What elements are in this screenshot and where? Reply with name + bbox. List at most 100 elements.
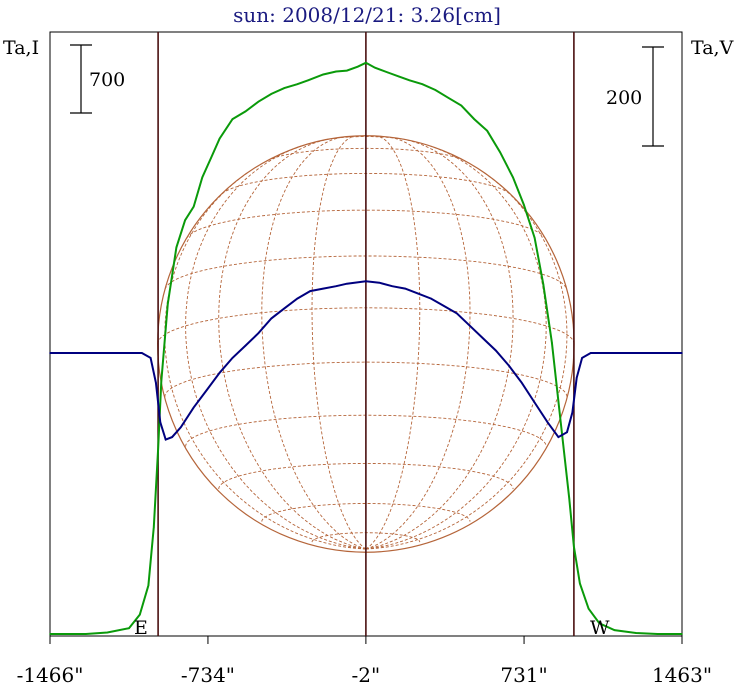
x-tick-label: -1466" (17, 663, 84, 686)
series-point (559, 419, 562, 422)
series-point (589, 352, 592, 354)
series-point (157, 448, 159, 451)
series-point (346, 282, 348, 285)
meridian-line (218, 138, 366, 550)
series-point (49, 633, 51, 635)
series-point (598, 622, 601, 625)
series-point (322, 73, 325, 76)
west-limb-label: W (590, 617, 610, 639)
meridian-line (365, 136, 471, 550)
series-point (387, 71, 389, 74)
series-point (141, 352, 143, 354)
series-point (575, 377, 578, 379)
series-point (469, 325, 471, 327)
left-axis-label: Ta,I (3, 37, 39, 59)
series-point (430, 297, 432, 300)
series-point (557, 436, 560, 438)
series-point (460, 104, 463, 107)
series-point (139, 613, 141, 616)
right-scale-bar: 200 (606, 46, 664, 147)
series-point (408, 79, 411, 82)
meridian-line (261, 136, 367, 550)
series-point (147, 584, 150, 587)
series-point (335, 285, 337, 288)
series-point (231, 118, 234, 120)
series-point (159, 421, 162, 424)
east-limb-label: E (134, 617, 148, 639)
series-point (635, 632, 637, 634)
chart-title: sun: 2008/12/21: 3.26[cm] (233, 3, 501, 27)
series-point (579, 582, 581, 585)
series-point (205, 389, 208, 391)
series-point (499, 151, 501, 153)
series-point (523, 203, 525, 206)
x-tick-label: -734" (181, 663, 235, 686)
series-point (307, 79, 309, 82)
series-point (656, 633, 659, 635)
series-point (551, 341, 553, 344)
series-point (309, 290, 312, 292)
right-scale-bar-label: 200 (606, 87, 642, 109)
series-point (456, 312, 458, 315)
left-scale-bar: 700 (70, 44, 125, 114)
series-point (473, 118, 476, 120)
series-point (192, 205, 195, 208)
series-point (175, 246, 178, 249)
x-axis-ticks: -1466" -734" -2" 731" 1463" (17, 636, 712, 686)
series-point (378, 281, 381, 284)
series-point (128, 352, 130, 354)
series-point (201, 176, 204, 179)
series-point (533, 236, 536, 239)
series-point (192, 406, 195, 409)
meridian-line (164, 172, 366, 550)
series-point (581, 357, 583, 359)
series-line-intensity (50, 61, 682, 635)
series-point (244, 344, 247, 347)
series-point (482, 337, 484, 339)
meridian-line (311, 135, 367, 550)
series-point (283, 87, 286, 89)
series-point (520, 381, 523, 384)
series-point (49, 352, 51, 354)
series-point (397, 75, 400, 78)
series-point (160, 380, 163, 383)
series-point (164, 438, 167, 441)
series-point (404, 287, 407, 290)
series-point (335, 70, 337, 73)
series-point (365, 280, 367, 283)
series-point (421, 83, 424, 85)
series-point (486, 130, 489, 132)
series-point (149, 357, 152, 359)
parallel-line (218, 462, 514, 490)
series-point (155, 381, 157, 384)
series-point (374, 66, 376, 69)
meridian-line (365, 138, 514, 550)
series-point (568, 497, 570, 499)
series-point (542, 283, 545, 286)
series-point (434, 89, 437, 91)
series-point (495, 349, 497, 352)
series-point (681, 633, 683, 635)
series-point (270, 93, 273, 95)
meridian-line (185, 145, 366, 550)
series-point (85, 633, 87, 635)
series-point (613, 629, 616, 631)
series-point (356, 65, 359, 68)
series-point (566, 431, 568, 434)
series-point (681, 352, 683, 354)
vertical-reference-lines (157, 32, 575, 636)
meridian-line (365, 145, 547, 550)
series-point (417, 292, 419, 295)
series-point (391, 285, 394, 288)
right-axis-label: Ta,V (691, 37, 734, 59)
x-tick-label: 1463" (652, 663, 712, 686)
x-tick-label: -2" (352, 663, 381, 686)
series-point (210, 157, 212, 159)
series-point (171, 436, 173, 438)
series-lines (49, 61, 683, 635)
series-point (218, 137, 221, 140)
meridian-line (365, 135, 421, 550)
series-point (218, 372, 221, 374)
series-point (512, 176, 514, 179)
